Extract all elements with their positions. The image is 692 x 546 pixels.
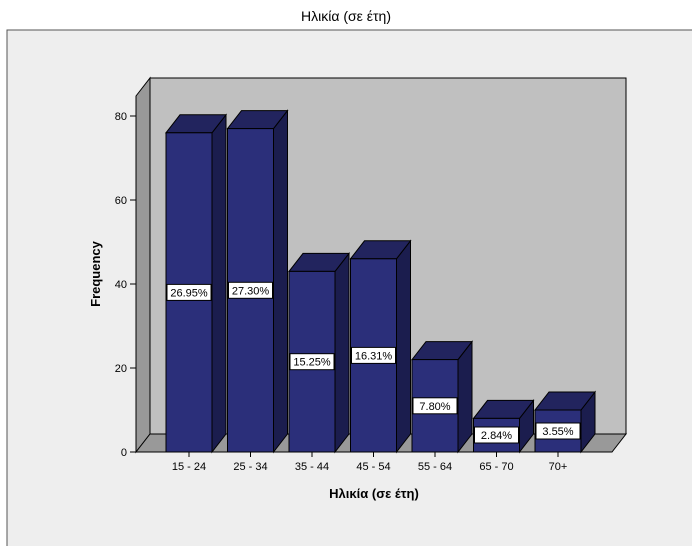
x-ticks: 15 - 24 25 - 34 35 - 44 45 - 54 55 - 64 65 - … — [172, 452, 567, 473]
x-tick-label: 25 - 34 — [233, 461, 267, 473]
percent-label-box — [474, 426, 519, 444]
bar-side-face — [457, 340, 473, 454]
bar-side-face — [396, 239, 411, 454]
bar — [533, 390, 597, 454]
plot-side-wall — [135, 76, 151, 454]
x-tick-label: 15 - 24 — [172, 461, 206, 473]
y-tick-label: 80 — [115, 111, 127, 123]
bar-percent-label: 16.31% — [351, 346, 396, 364]
bar-percent-label: 2.84% — [474, 426, 519, 444]
percent-label-text: 2.84% — [481, 430, 512, 442]
chart-title: Ηλικία (σε έτη) — [301, 8, 391, 24]
percent-label-box — [535, 422, 581, 440]
bar — [349, 239, 412, 454]
percent-label-text: 15.25% — [293, 357, 331, 369]
y-tick-label: 60 — [115, 195, 127, 207]
x-tick-label: 45 - 54 — [356, 461, 390, 473]
y-axis-title: Frequency — [88, 240, 103, 307]
bar-side-face — [273, 109, 288, 454]
percent-label-text: 27.30% — [232, 285, 270, 297]
bar — [164, 113, 228, 454]
percent-labels: 26.95% 27.30% 15.25% 16.31% 7.80% 2.84% 3.55% — [166, 281, 581, 444]
bar-percent-label: 3.55% — [535, 422, 581, 440]
percent-label-text: 26.95% — [170, 287, 208, 299]
percent-label-text: 7.80% — [419, 401, 450, 413]
x-tick-label: 70+ — [549, 461, 568, 473]
bar-side-face — [211, 113, 227, 454]
y-tick-label: 40 — [115, 279, 127, 291]
bar-percent-label: 7.80% — [412, 397, 458, 415]
bar-percent-label: 27.30% — [228, 281, 273, 299]
percent-label-box — [228, 281, 273, 299]
percent-label-box — [412, 397, 458, 415]
percent-label-text: 3.55% — [542, 426, 573, 438]
bar-percent-label: 26.95% — [166, 283, 212, 301]
x-axis-title: Ηλικία (σε έτη) — [329, 486, 419, 501]
bar — [226, 109, 289, 454]
percent-label-box — [289, 353, 335, 371]
bar — [410, 340, 474, 454]
bar-side-face — [334, 251, 350, 454]
percent-label-box — [166, 283, 212, 301]
percent-label-text: 16.31% — [355, 350, 393, 362]
x-tick-label: 55 - 64 — [418, 461, 452, 473]
bar — [287, 251, 351, 454]
bar-percent-label: 15.25% — [289, 353, 335, 371]
y-ticks: 0 20 40 60 80 — [115, 111, 136, 459]
bar — [472, 398, 535, 454]
x-tick-label: 65 - 70 — [479, 461, 513, 473]
y-tick-label: 0 — [121, 447, 127, 459]
y-tick-label: 20 — [115, 363, 127, 375]
percent-label-box — [351, 346, 396, 364]
x-tick-label: 35 - 44 — [295, 461, 329, 473]
